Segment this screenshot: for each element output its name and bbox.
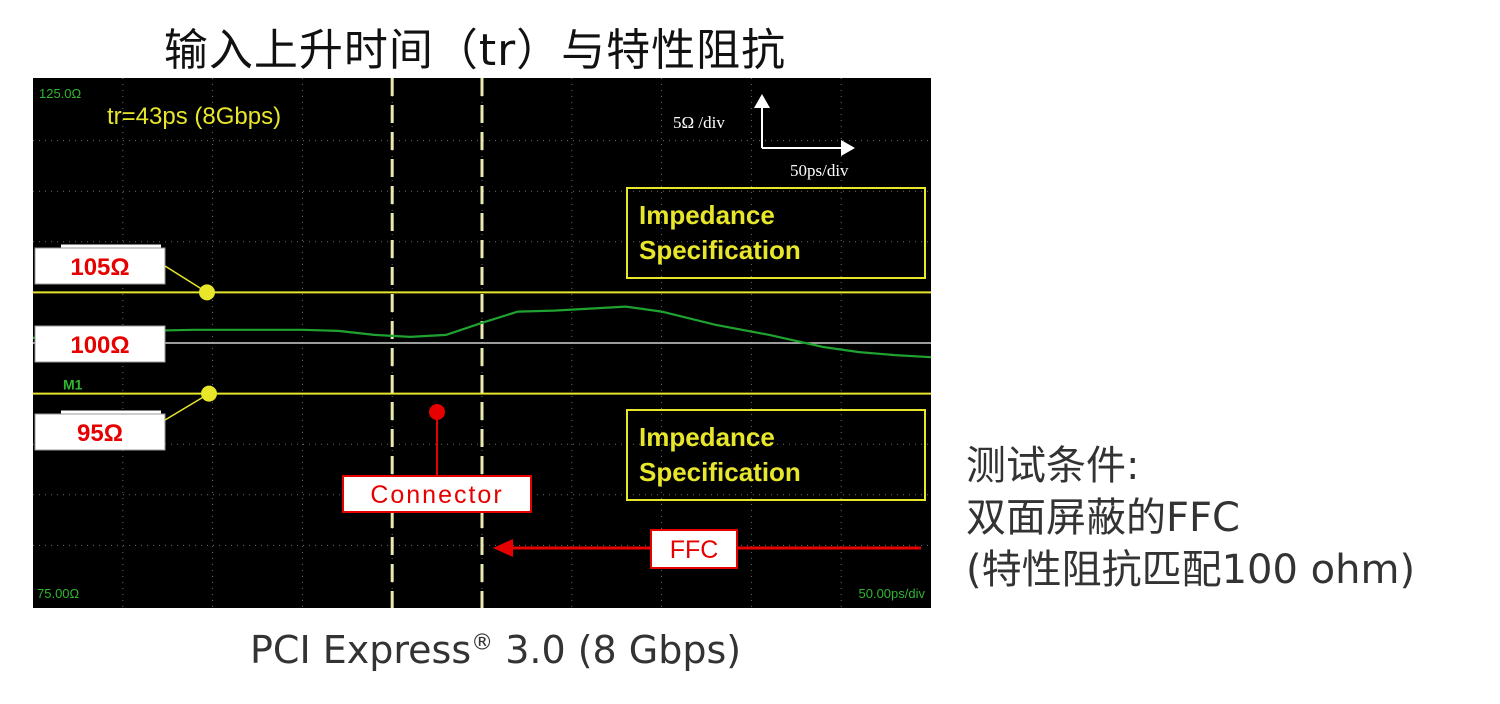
label-100-text: 100Ω bbox=[70, 332, 129, 359]
trace-layer bbox=[33, 305, 931, 359]
dot-95 bbox=[201, 385, 217, 402]
ffc-box bbox=[650, 529, 738, 569]
marker-lines bbox=[390, 78, 484, 608]
label-100-group: 100Ω bbox=[34, 325, 166, 363]
test-conditions: 测试条件: 双面屏蔽的FFC (特性阻抗匹配100 ohm) bbox=[966, 440, 1415, 596]
spec-box-upper-frame bbox=[626, 187, 926, 279]
connector-box bbox=[342, 475, 532, 513]
x-scale-label: 50.00ps/div bbox=[859, 586, 926, 601]
scale-y-label: 5Ω /div bbox=[673, 113, 725, 132]
scale-y-arrowhead bbox=[754, 94, 770, 108]
label-95-group: 95Ω bbox=[34, 410, 166, 451]
annotation-layer: 125.0Ω 75.00Ω 50.00ps/div tr=43ps (8Gbps) 5Ω… bbox=[34, 86, 926, 601]
spec-box-lower-line-1: Impedance bbox=[639, 422, 775, 452]
reference-lines bbox=[33, 291, 931, 395]
label-105-group: 105Ω bbox=[34, 244, 166, 285]
conditions-line-1: 测试条件: bbox=[966, 443, 1140, 489]
risetime-label: tr=43ps (8Gbps) bbox=[107, 103, 281, 130]
conditions-line-2: 双面屏蔽的FFC bbox=[966, 495, 1240, 541]
conditions-line-3: (特性阻抗匹配100 ohm) bbox=[966, 547, 1416, 593]
label-95-text: 95Ω bbox=[77, 420, 123, 447]
label-100-box bbox=[34, 325, 166, 363]
y-bottom-label: 75.00Ω bbox=[37, 586, 80, 601]
scope-screen: 125.0Ω 75.00Ω 50.00ps/div tr=43ps (8Gbps) 5Ω… bbox=[33, 78, 931, 608]
leader-95 bbox=[164, 392, 210, 421]
label-95-box bbox=[34, 413, 166, 451]
spec-box-lower: Impedance Specification bbox=[626, 409, 926, 501]
marker-tag: M1 bbox=[63, 377, 83, 393]
label-105-text: 105Ω bbox=[70, 254, 129, 281]
caption-text: PCI Express bbox=[250, 628, 472, 672]
dot-105 bbox=[199, 284, 215, 301]
impedance-trace bbox=[33, 305, 931, 359]
spec-box-lower-frame bbox=[626, 409, 926, 501]
scale-x-label: 50ps/div bbox=[790, 161, 849, 180]
spec-box-upper-line-2: Specification bbox=[639, 235, 801, 265]
caption-suffix: 3.0 (8 Gbps) bbox=[493, 628, 742, 672]
spec-box-upper-line-1: Impedance bbox=[639, 200, 775, 230]
ffc-arrowhead bbox=[493, 539, 513, 557]
connector-dot bbox=[429, 404, 445, 420]
registered-mark: ® bbox=[471, 630, 494, 656]
label-105-box bbox=[34, 247, 166, 285]
ffc-label: FFC bbox=[670, 536, 719, 564]
leader-105 bbox=[164, 265, 208, 294]
scale-x-arrowhead bbox=[841, 140, 855, 156]
chart-title: 输入上升时间（tr）与特性阻抗 bbox=[163, 25, 787, 76]
y-top-label: 125.0Ω bbox=[39, 86, 82, 101]
caption: PCI Express® 3.0 (8 Gbps) bbox=[250, 628, 741, 672]
connector-label: Connector bbox=[370, 481, 503, 509]
spec-box-lower-line-2: Specification bbox=[639, 457, 801, 487]
spec-box-upper: Impedance Specification bbox=[626, 187, 926, 279]
tdr-chart: 125.0Ω 75.00Ω 50.00ps/div tr=43ps (8Gbps) 5Ω… bbox=[33, 78, 931, 608]
